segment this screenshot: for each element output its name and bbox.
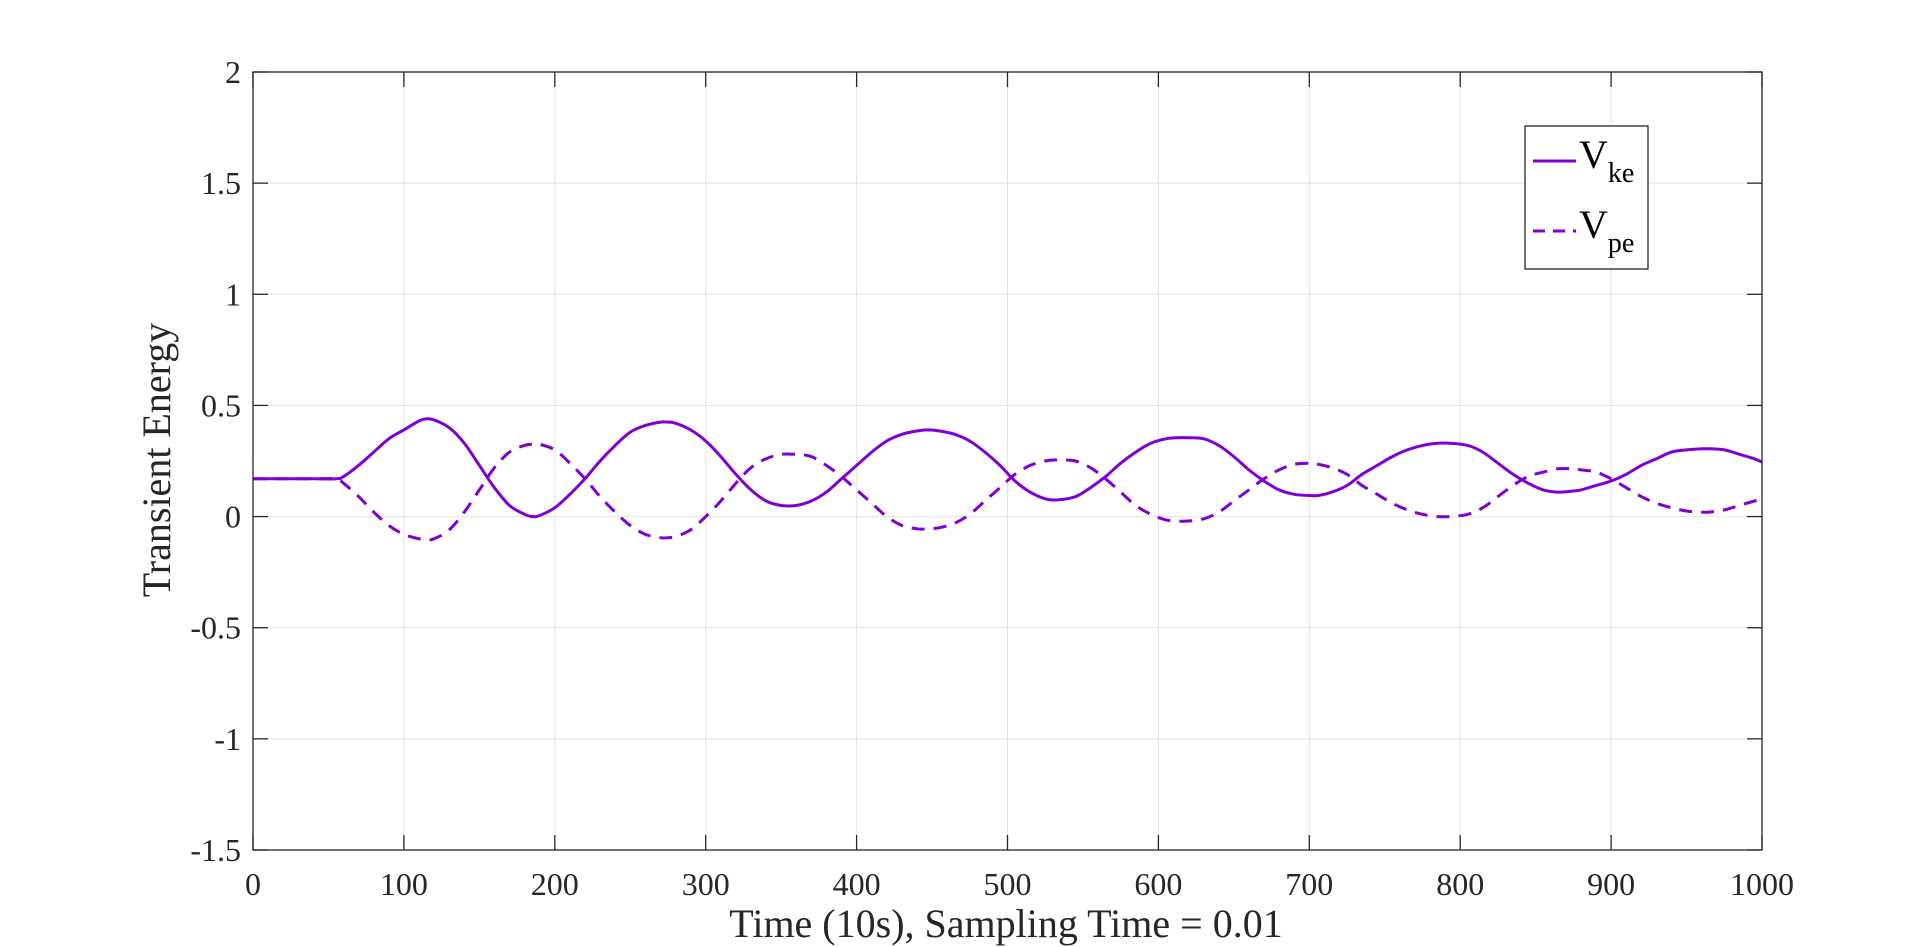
x-axis-label: Time (10s), Sampling Time = 0.01 bbox=[729, 901, 1282, 946]
series-line-v-ke bbox=[253, 417, 1763, 519]
x-tick-label: 800 bbox=[1436, 866, 1484, 902]
y-tick-label: 1.5 bbox=[201, 165, 241, 201]
x-tick-label: 1000 bbox=[1730, 866, 1794, 902]
y-tick-label: -1 bbox=[214, 721, 241, 757]
legend-label-v-pe-main: V bbox=[1579, 202, 1608, 247]
x-tick-label: 0 bbox=[245, 866, 261, 902]
y-axis-label: Transient Energy bbox=[134, 323, 179, 597]
x-tick-label: 300 bbox=[682, 866, 730, 902]
y-tick-label: 0 bbox=[225, 499, 241, 535]
x-tick-label: 200 bbox=[531, 866, 579, 902]
legend-label-v-pe: Vpe bbox=[1579, 202, 1634, 259]
x-tick-labels: 0 100 200 300 400 500 600 700 800 900 1000 bbox=[245, 866, 1794, 902]
y-tick-label: -1.5 bbox=[190, 832, 241, 868]
legend-label-v-ke-sub: ke bbox=[1608, 158, 1634, 189]
y-tick-labels: -1.5 -1 -0.5 0 0.5 1 1.5 2 bbox=[190, 54, 241, 868]
x-tick-label: 500 bbox=[984, 866, 1032, 902]
legend: Vke Vpe bbox=[1524, 125, 1649, 270]
legend-box bbox=[1524, 125, 1649, 270]
y-tick-label: 0.5 bbox=[201, 387, 241, 423]
legend-label-v-pe-sub: pe bbox=[1608, 228, 1634, 259]
series-line-v-pe bbox=[253, 442, 1763, 542]
y-tick-label: 1 bbox=[225, 276, 241, 312]
x-tick-label: 400 bbox=[833, 866, 881, 902]
y-tick-label: 2 bbox=[225, 54, 241, 90]
x-tick-label: 600 bbox=[1134, 866, 1182, 902]
x-tick-label: 700 bbox=[1285, 866, 1333, 902]
axis-ticks bbox=[252, 71, 1763, 851]
series-layer bbox=[253, 417, 1763, 542]
x-tick-label: 100 bbox=[380, 866, 428, 902]
x-tick-label: 900 bbox=[1587, 866, 1635, 902]
y-tick-label: -0.5 bbox=[190, 610, 241, 646]
legend-label-v-ke: Vke bbox=[1579, 132, 1634, 189]
legend-label-v-ke-main: V bbox=[1579, 132, 1608, 177]
